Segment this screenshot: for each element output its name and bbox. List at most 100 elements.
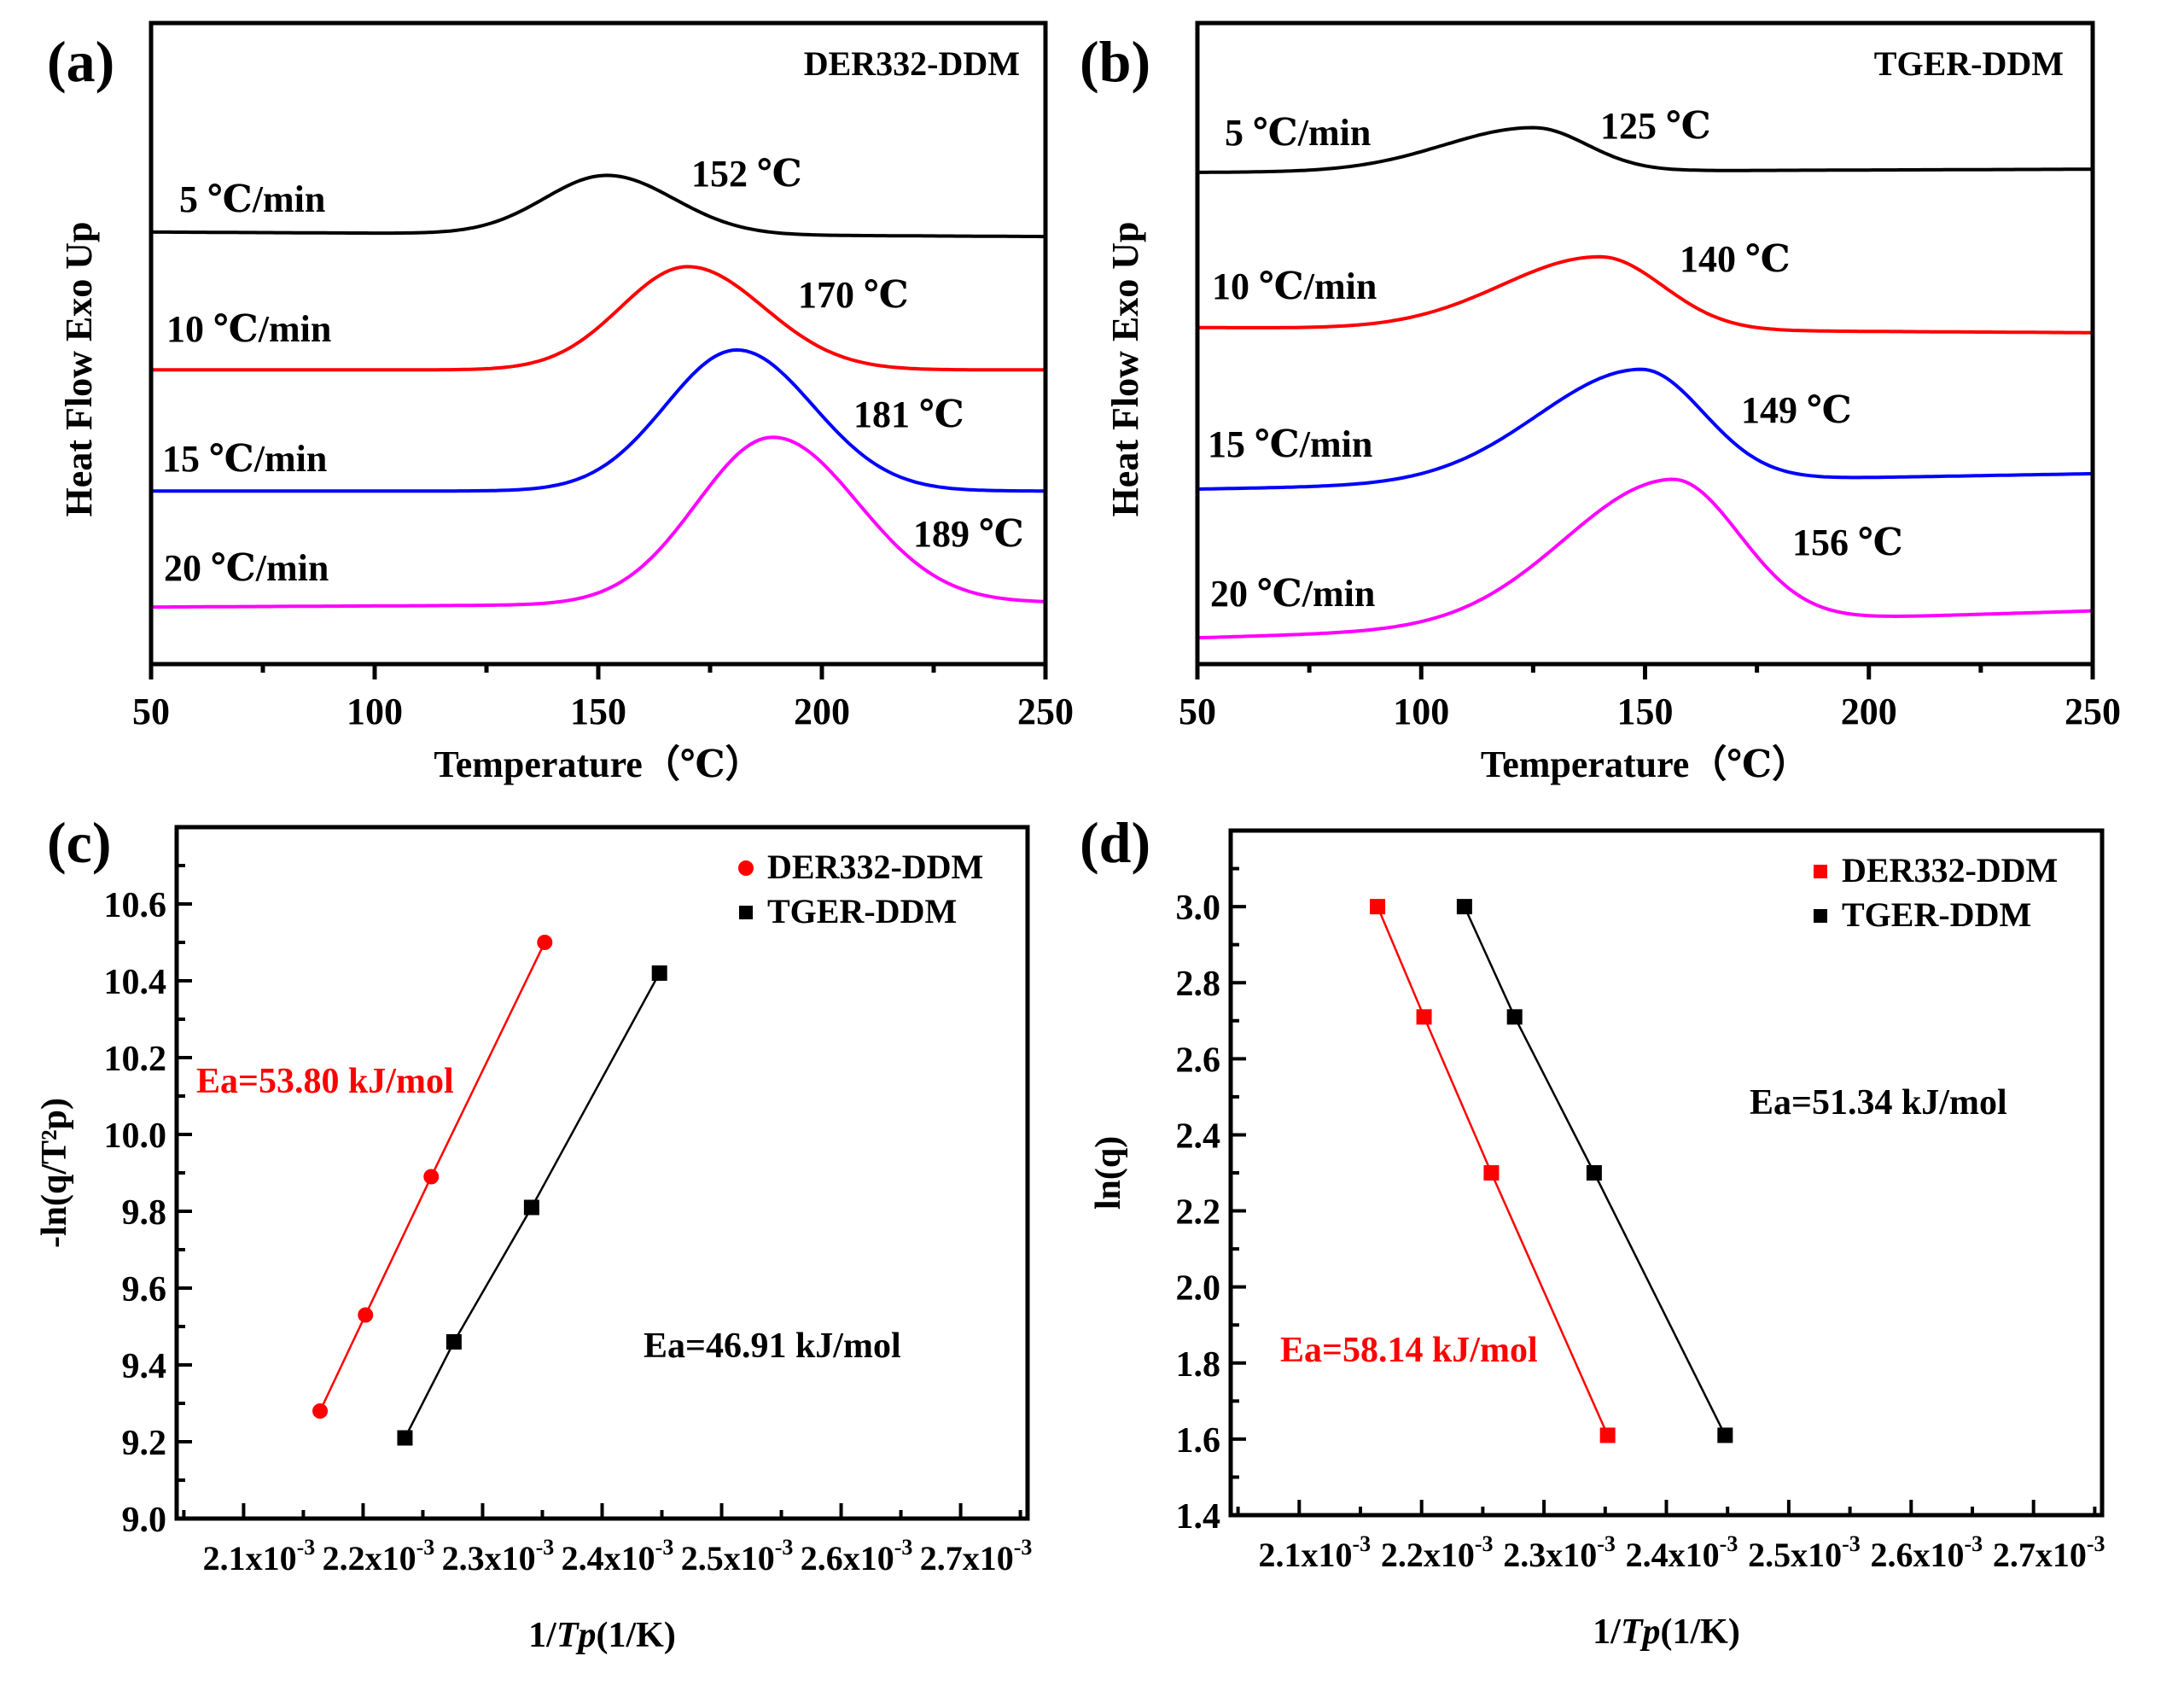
dsc-curve-2	[1197, 254, 2093, 335]
legend-marker	[738, 860, 754, 876]
data-point	[312, 1403, 329, 1419]
x-tick-label: 2.2x10-3	[323, 1535, 435, 1577]
x-tick-exponent: -3	[894, 1535, 913, 1560]
x-tick-mantissa: 2.2x10	[323, 1539, 416, 1577]
x-tick-label: 2.5x10-3	[1748, 1531, 1861, 1574]
y-tick-label: 9.2	[122, 1424, 167, 1463]
y-tick-label: 9.0	[122, 1501, 167, 1540]
panel-label: (d)	[1080, 810, 1150, 875]
x-tick-label: 2.3x10-3	[442, 1535, 555, 1577]
x-tick-mantissa: 2.3x10	[1503, 1536, 1597, 1574]
legend-marker	[1814, 909, 1827, 923]
data-point	[446, 1334, 462, 1350]
data-point	[537, 935, 553, 950]
x-axis-title-part: (1/K)	[1661, 1612, 1740, 1652]
legend-marker	[1814, 865, 1827, 878]
y-axis-title: Heat Flow Exo Up	[58, 222, 100, 517]
x-axis-title-part: Tp	[556, 1616, 597, 1655]
dsc-curve-3	[1197, 367, 2093, 491]
x-tick-label: 2.7x10-3	[920, 1535, 1033, 1577]
x-tick-label: 2.1x10-3	[203, 1535, 316, 1577]
x-tick-exponent: -3	[1842, 1531, 1861, 1556]
ea-annotation: Ea=58.14 kJ/mol	[1280, 1331, 1538, 1370]
fit-line-2	[1463, 906, 1727, 1436]
x-tick-exponent: -3	[655, 1535, 674, 1560]
x-tick-label: 200	[794, 691, 850, 732]
peak-label: 181 ℃	[853, 394, 964, 435]
y-tick-label: 1.4	[1176, 1497, 1221, 1536]
y-axis-title: ln(q)	[1089, 1136, 1128, 1210]
x-tick-label: 2.3x10-3	[1503, 1531, 1616, 1574]
x-tick-exponent: -3	[297, 1535, 316, 1560]
panel-d: 1.41.61.82.02.22.42.62.83.02.1x10-3 2.2x1…	[1080, 810, 2105, 1652]
y-axis-title: Heat Flow Exo Up	[1104, 222, 1146, 517]
x-tick-label: 2.1x10-3	[1258, 1531, 1371, 1574]
x-tick-mantissa: 2.6x10	[801, 1539, 894, 1577]
data-point	[1506, 1009, 1523, 1025]
x-tick-mantissa: 2.7x10	[920, 1539, 1014, 1577]
x-tick-label: 2.7x10-3	[1993, 1531, 2105, 1574]
x-tick-label: 2.6x10-3	[1870, 1531, 1983, 1574]
fit-line-2	[404, 972, 661, 1439]
y-tick-label: 10.2	[104, 1040, 167, 1079]
peak-label: 152 ℃	[691, 153, 802, 195]
y-tick-label: 10.4	[104, 963, 167, 1002]
x-tick-label: 150	[1617, 691, 1674, 732]
sample-title: DER332-DDM	[804, 44, 1020, 83]
x-axis-title-part: 1/	[1593, 1612, 1622, 1652]
dsc-curve-1	[1197, 125, 2093, 174]
y-tick-label: 3.0	[1176, 889, 1221, 928]
fit-line-1	[318, 942, 546, 1412]
y-tick-label: 9.6	[122, 1270, 167, 1309]
x-tick-exponent: -3	[1475, 1531, 1494, 1556]
data-point	[1456, 899, 1472, 915]
y-tick-label: 9.8	[122, 1193, 167, 1233]
dsc-curve-3	[151, 347, 1045, 493]
x-tick-label: 250	[1017, 691, 1074, 732]
dsc-curve-4	[150, 435, 1046, 609]
y-tick-label: 2.8	[1176, 965, 1221, 1004]
x-tick-label: 2.6x10-3	[801, 1535, 913, 1577]
x-tick-label: 2.4x10-3	[562, 1535, 674, 1577]
y-tick-label: 1.8	[1176, 1345, 1221, 1385]
rate-label: 10 ℃/min	[166, 308, 331, 350]
y-tick-label: 2.2	[1176, 1193, 1221, 1233]
ea-annotation: Ea=46.91 kJ/mol	[644, 1327, 901, 1366]
rate-label: 20 ℃/min	[164, 547, 329, 589]
y-tick-label: 9.4	[122, 1347, 167, 1386]
rate-label: 20 ℃/min	[1210, 573, 1375, 615]
panel-b: 5 ℃/min 125 ℃ 10 ℃/min 140 ℃ 15 ℃/min 149 ℃ 20…	[1080, 20, 2121, 785]
x-tick-label: 50	[1179, 691, 1216, 732]
x-tick-exponent: -3	[1352, 1531, 1371, 1556]
peak-label: 156 ℃	[1792, 522, 1903, 563]
panel-c: 9.09.29.49.69.810.010.210.410.62.1x10-3 2…	[35, 810, 1032, 1655]
x-tick-exponent: -3	[1964, 1531, 1983, 1556]
x-tick-exponent: -3	[416, 1535, 435, 1560]
dsc-curve-2	[151, 265, 1045, 372]
data-point	[1717, 1427, 1733, 1443]
x-axis-title: Temperature（℃）	[434, 743, 762, 785]
rate-label: 5 ℃/min	[1225, 112, 1371, 154]
data-point	[1483, 1165, 1500, 1181]
ea-annotation: Ea=53.80 kJ/mol	[196, 1062, 454, 1101]
data-point	[1586, 1165, 1602, 1181]
peak-label: 149 ℃	[1741, 389, 1852, 431]
data-point	[397, 1430, 413, 1446]
x-tick-exponent: -3	[1597, 1531, 1616, 1556]
x-tick-label: 100	[347, 691, 403, 732]
x-tick-mantissa: 2.5x10	[1748, 1536, 1842, 1574]
dsc-curve-4	[1197, 477, 2094, 640]
dsc-curve-1	[150, 173, 1045, 239]
rate-label: 10 ℃/min	[1212, 265, 1377, 307]
x-tick-exponent: -3	[536, 1535, 555, 1560]
y-axis-title: -ln(q/T²p)	[35, 1098, 74, 1248]
y-tick-label: 2.0	[1176, 1269, 1221, 1309]
data-point	[1416, 1009, 1432, 1025]
legend-label: TGER-DDM	[1842, 895, 2031, 934]
x-tick-exponent: -3	[1014, 1535, 1033, 1560]
x-tick-label: 2.2x10-3	[1381, 1531, 1494, 1574]
data-point	[1599, 1427, 1616, 1443]
data-point	[1370, 899, 1386, 915]
x-tick-mantissa: 2.5x10	[681, 1539, 775, 1577]
